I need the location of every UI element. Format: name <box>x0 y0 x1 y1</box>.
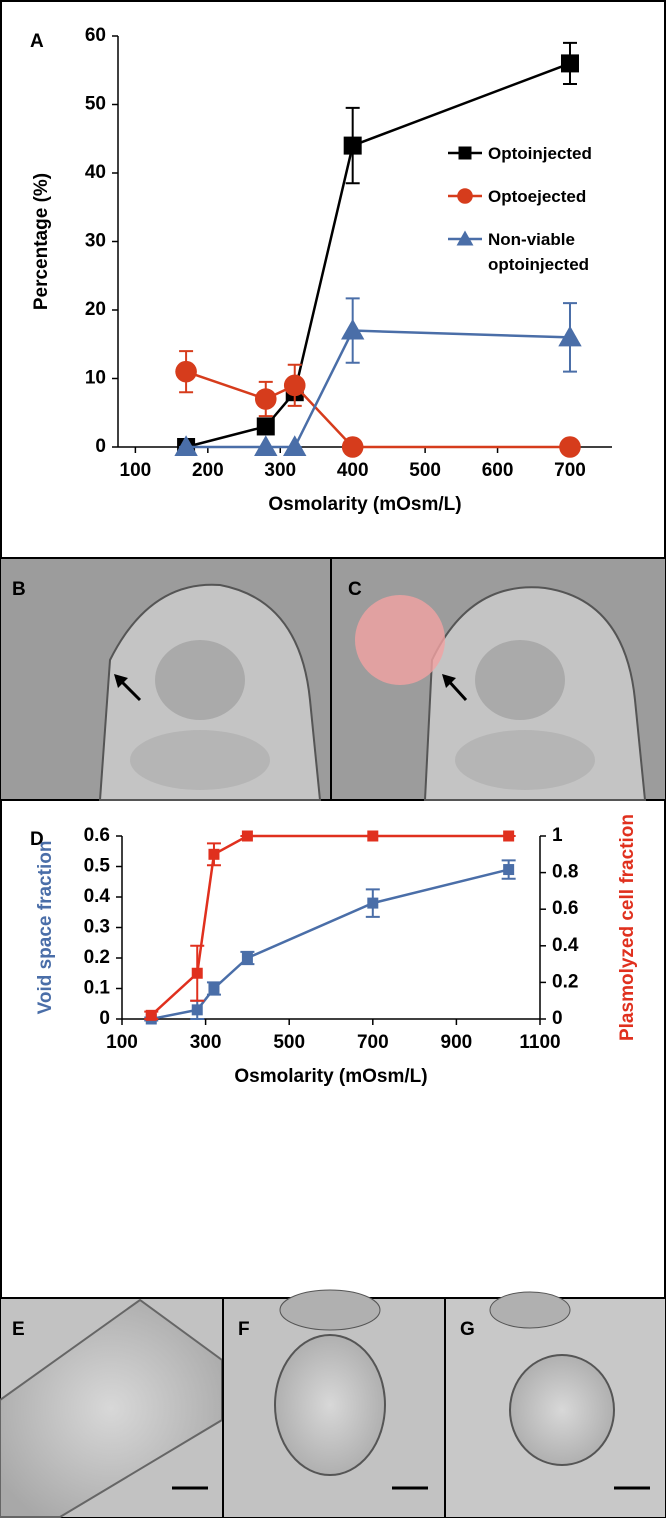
y-tick-label: 0.2 <box>84 947 110 968</box>
x-tick-label: 700 <box>554 460 586 481</box>
marker <box>283 374 306 397</box>
panel-label: A <box>30 31 44 52</box>
x-axis-label: Osmolarity (mOsm/L) <box>234 1066 427 1087</box>
marker <box>256 417 275 436</box>
panel-label: D <box>30 829 44 850</box>
y-tick-label: 10 <box>85 368 106 389</box>
series-line <box>186 329 571 449</box>
x-tick-label: 200 <box>192 460 224 481</box>
marker <box>367 897 379 909</box>
series-line <box>185 370 570 449</box>
y2-tick-label: 0.8 <box>552 862 578 883</box>
panel-label: E <box>12 1319 25 1340</box>
marker <box>191 1004 203 1016</box>
y-tick-label: 0 <box>95 436 106 457</box>
marker <box>457 188 473 204</box>
marker <box>191 967 203 979</box>
y2-tick-label: 0.4 <box>552 935 579 956</box>
legend-entry-box: Optoinjected <box>488 144 592 163</box>
x-tick-label: 600 <box>482 460 514 481</box>
marker <box>208 983 220 994</box>
x-tick-label: 100 <box>120 460 152 481</box>
x-axis-label: Osmolarity (mOsm/L) <box>268 494 461 515</box>
legend-label: Non-viable optoinjected <box>488 230 590 274</box>
image-f <box>224 1289 444 1517</box>
y2-tick-label: 0.2 <box>552 971 578 992</box>
x-tick-label: 500 <box>409 460 441 481</box>
y-tick-label: 0.1 <box>84 978 111 999</box>
panel-label: B <box>12 579 26 600</box>
legend-label: Optoejected <box>488 187 587 206</box>
y-tick-label: 0.5 <box>84 856 111 877</box>
marker <box>503 830 515 842</box>
panel-label: F <box>238 1319 250 1340</box>
x-tick-label: 900 <box>441 1032 473 1053</box>
y-tick-label: 0.4 <box>84 886 111 907</box>
marker <box>254 388 277 410</box>
y2-tick-label: 1 <box>552 825 563 846</box>
marker <box>283 435 307 456</box>
marker <box>174 435 198 456</box>
y-axis-label: Percentage (%) <box>31 173 52 310</box>
panel-label: G <box>460 1319 475 1340</box>
x-tick-label: 100 <box>106 1032 138 1053</box>
y-tick-label: 50 <box>85 94 106 115</box>
marker <box>145 1009 157 1021</box>
marker <box>560 54 579 73</box>
marker <box>559 436 581 458</box>
y-tick-label: 0.6 <box>84 825 110 846</box>
y-tick-label: 0 <box>99 1008 110 1029</box>
y-tick-label: 40 <box>85 162 106 183</box>
y-tick-label: 60 <box>85 25 106 46</box>
image-g <box>446 1291 665 1517</box>
x-tick-label: 700 <box>357 1032 389 1053</box>
marker <box>175 360 197 383</box>
panel-label: C <box>348 579 362 600</box>
y-tick-label: 20 <box>85 299 106 320</box>
legend-entry-box: Non-viable optoinjected <box>488 230 590 274</box>
marker <box>340 318 365 340</box>
y2-tick-label: 0 <box>552 1008 563 1029</box>
marker <box>367 830 379 842</box>
y2-tick-label: 0.6 <box>552 898 578 919</box>
image-e <box>0 1298 223 1518</box>
x-tick-label: 300 <box>264 460 296 481</box>
series-line <box>151 868 509 1021</box>
y-tick-label: 0.3 <box>84 917 110 938</box>
legend-label: Optoinjected <box>488 144 592 163</box>
y-tick-label: 30 <box>85 231 106 252</box>
marker <box>343 136 362 155</box>
marker <box>341 436 364 458</box>
series-line <box>150 834 509 1017</box>
y-axis-label: Void space fraction <box>35 841 56 1015</box>
y2-axis-label: Plasmolyzed cell fraction <box>617 814 638 1041</box>
image-c <box>332 559 665 801</box>
legend-entry-box: Optoejected <box>488 187 587 206</box>
x-tick-label: 400 <box>337 460 369 481</box>
marker <box>241 830 253 842</box>
x-tick-label: 300 <box>190 1032 222 1053</box>
marker <box>208 848 220 860</box>
image-b <box>1 559 330 801</box>
x-tick-label: 1100 <box>519 1032 560 1053</box>
x-tick-label: 500 <box>273 1032 305 1053</box>
marker <box>241 952 253 964</box>
marker <box>458 146 472 160</box>
marker <box>503 864 515 876</box>
marker <box>254 435 278 456</box>
marker <box>558 325 582 347</box>
marker <box>456 230 474 246</box>
